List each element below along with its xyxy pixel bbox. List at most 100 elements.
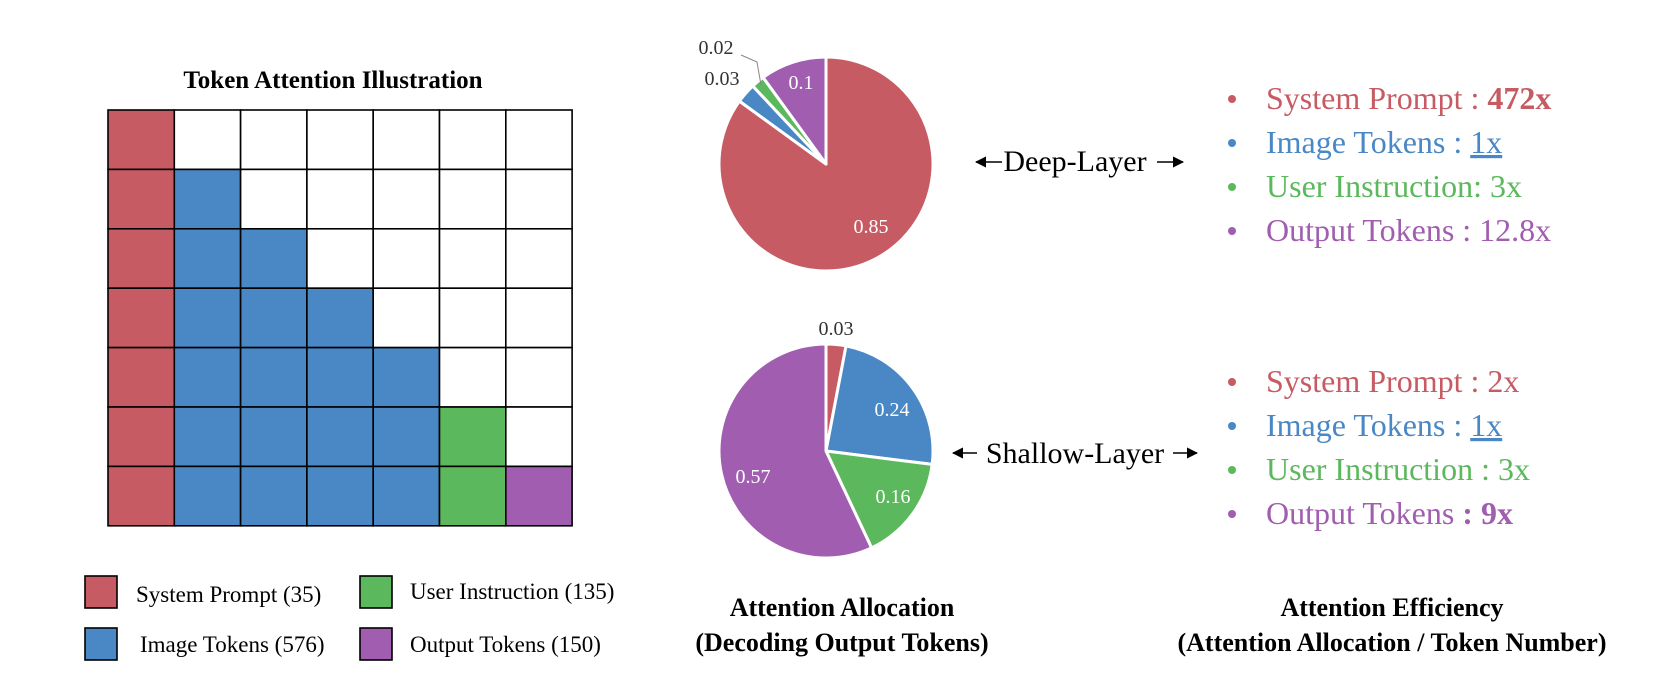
- grid-cell-empty: [438, 346, 507, 408]
- grid-cell-empty: [239, 168, 308, 230]
- shallow-layer-label: Shallow-Layer: [986, 437, 1164, 470]
- legend: System Prompt (35) User Instruction (135)…: [84, 575, 614, 661]
- grid-cell-image: [372, 465, 441, 527]
- grid-cell-image: [173, 228, 242, 290]
- grid-cell-system: [107, 287, 176, 349]
- deep-layer-label: Deep-Layer: [1003, 145, 1146, 178]
- grid-cell-empty: [438, 168, 507, 230]
- pie-slice-system: [717, 55, 935, 273]
- pie-slice-output: [761, 55, 828, 166]
- grid-cell-empty: [504, 346, 573, 408]
- efficiency-item-image: Image Tokens : 1x: [1266, 124, 1502, 160]
- bullet-user: [1228, 466, 1236, 474]
- grid-cell-image: [372, 406, 441, 468]
- grid-cell-image: [173, 346, 242, 408]
- grid-cell-image: [173, 406, 242, 468]
- grid-cell-image: [239, 287, 308, 349]
- grid-cell-system: [107, 228, 176, 290]
- grid-cell-image: [239, 465, 308, 527]
- grid-cell-image: [306, 406, 374, 468]
- legend-label-system: System Prompt (35): [136, 582, 321, 607]
- efficiency-caption-line1: Attention Efficiency: [1280, 593, 1503, 622]
- grid-cell-system: [107, 346, 176, 408]
- legend-label-image: Image Tokens (576): [140, 632, 324, 657]
- pie-label-system: 0.85: [854, 216, 889, 238]
- bullet-user: [1228, 183, 1236, 191]
- pie-chart-deep-layer: 0.85 0.03 0.02 0.1: [699, 37, 935, 273]
- grid-cell-image: [173, 168, 242, 230]
- grid-cell-empty: [504, 287, 573, 349]
- grid-cell-image: [306, 346, 374, 408]
- token-attention-grid: [107, 109, 573, 527]
- legend-swatch-output: [359, 627, 393, 661]
- pie-slice-image: [824, 344, 935, 466]
- pie-label-system: 0.03: [819, 318, 854, 340]
- bullet-system: [1228, 95, 1236, 103]
- bullet-output: [1228, 510, 1236, 518]
- pie-label-image: 0.03: [705, 68, 740, 90]
- grid-cell-system: [107, 109, 176, 171]
- efficiency-list-deep: System Prompt : 472x Image Tokens : 1x Use…: [1228, 80, 1551, 248]
- deep-layer-connector: Deep-Layer: [974, 145, 1185, 178]
- grid-cell-empty: [372, 109, 441, 171]
- pie-chart-shallow-layer: 0.03 0.24 0.16 0.57: [717, 318, 935, 560]
- pie-slice-user: [824, 449, 934, 550]
- efficiency-caption-line2: (Attention Allocation / Token Number): [1177, 628, 1606, 657]
- grid-cell-empty: [372, 228, 441, 290]
- efficiency-item-user: User Instruction : 3x: [1266, 451, 1530, 487]
- grid-cell-empty: [173, 109, 242, 171]
- grid-cell-image: [239, 228, 308, 290]
- grid-cell-image: [306, 287, 374, 349]
- grid-cell-empty: [504, 109, 573, 171]
- pie-slice-output: [717, 342, 874, 560]
- pie-label-output: 0.57: [736, 466, 771, 488]
- legend-label-user: User Instruction (135): [410, 579, 614, 604]
- bullet-image: [1228, 422, 1236, 430]
- grid-cell-empty: [504, 406, 573, 468]
- grid-cell-image: [173, 287, 242, 349]
- grid-cell-output: [504, 465, 573, 527]
- leader-lines: [740, 54, 762, 86]
- grid-cell-system: [107, 168, 176, 230]
- grid-title: Token Attention Illustration: [183, 67, 482, 94]
- grid-cell-image: [173, 465, 242, 527]
- legend-swatch-image: [84, 627, 118, 661]
- legend-label-output: Output Tokens (150): [410, 632, 601, 657]
- grid-cell-empty: [504, 228, 573, 290]
- efficiency-item-system: System Prompt : 2x: [1266, 363, 1519, 399]
- legend-swatch-system: [84, 575, 118, 609]
- grid-cell-image: [372, 346, 441, 408]
- grid-cell-empty: [438, 228, 507, 290]
- shallow-layer-connector: Shallow-Layer: [951, 437, 1199, 470]
- grid-cell-empty: [239, 109, 308, 171]
- grid-cell-empty: [372, 168, 441, 230]
- grid-cell-user: [438, 406, 507, 468]
- pie-label-user: 0.16: [876, 486, 911, 508]
- efficiency-item-user: User Instruction: 3x: [1266, 168, 1522, 204]
- grid-cell-image: [239, 346, 308, 408]
- allocation-caption-line2: (Decoding Output Tokens): [695, 628, 988, 657]
- efficiency-item-image: Image Tokens : 1x: [1266, 407, 1502, 443]
- grid-cell-image: [306, 465, 374, 527]
- allocation-caption-line1: Attention Allocation: [730, 593, 955, 622]
- grid-cell-empty: [306, 109, 374, 171]
- grid-cell-system: [107, 406, 176, 468]
- efficiency-item-system: System Prompt : 472x: [1266, 80, 1551, 116]
- pie-label-output: 0.1: [789, 72, 814, 94]
- grid-cell-empty: [306, 168, 374, 230]
- bullet-output: [1228, 227, 1236, 235]
- grid-cell-empty: [438, 109, 507, 171]
- grid-cell-user: [438, 465, 507, 527]
- efficiency-list-shallow: System Prompt : 2x Image Tokens : 1x User …: [1228, 363, 1530, 531]
- bullet-image: [1228, 139, 1236, 147]
- grid-cell-system: [107, 465, 176, 527]
- grid-cell-empty: [306, 228, 374, 290]
- bullet-system: [1228, 378, 1236, 386]
- pie-label-user: 0.02: [699, 37, 734, 59]
- legend-swatch-user: [359, 575, 393, 609]
- grid-cell-image: [239, 406, 308, 468]
- grid-cell-empty: [372, 287, 441, 349]
- grid-cell-empty: [504, 168, 573, 230]
- efficiency-item-output: Output Tokens : 9x: [1266, 495, 1513, 531]
